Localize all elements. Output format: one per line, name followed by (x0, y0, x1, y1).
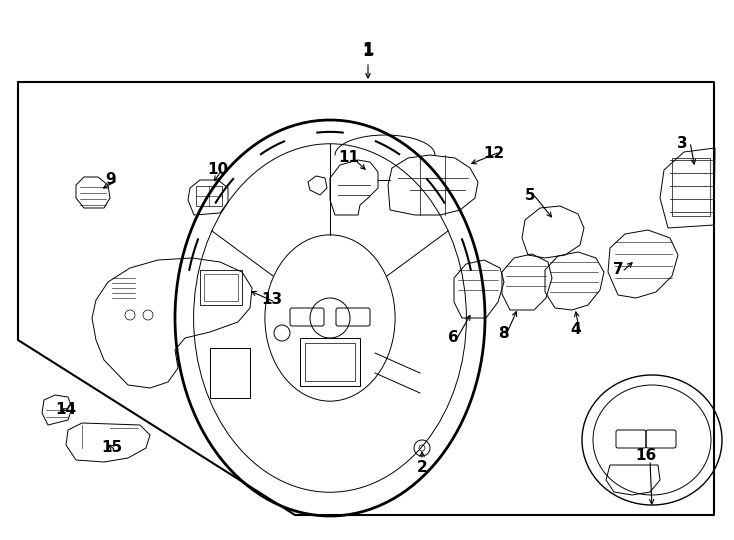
Text: 6: 6 (448, 329, 458, 345)
Text: 1: 1 (363, 41, 374, 59)
Text: 1: 1 (363, 44, 374, 59)
Bar (196, 186, 222, 206)
Text: 4: 4 (571, 322, 581, 338)
Text: 5: 5 (525, 187, 535, 202)
Text: 14: 14 (56, 402, 76, 417)
Text: 11: 11 (338, 151, 360, 165)
Text: 7: 7 (613, 261, 623, 276)
Text: 15: 15 (101, 440, 123, 455)
Bar (305, 343, 355, 381)
Text: 10: 10 (208, 163, 228, 178)
Text: 8: 8 (498, 326, 509, 341)
Text: 3: 3 (677, 136, 687, 151)
Text: 12: 12 (484, 145, 505, 160)
Text: 16: 16 (636, 448, 657, 462)
Bar (210, 348, 250, 398)
Bar (672, 158, 710, 216)
Bar (300, 338, 360, 386)
Text: 13: 13 (261, 293, 283, 307)
Bar (204, 274, 238, 301)
Text: 9: 9 (106, 172, 116, 187)
Bar (200, 270, 242, 305)
Text: 2: 2 (417, 461, 427, 476)
